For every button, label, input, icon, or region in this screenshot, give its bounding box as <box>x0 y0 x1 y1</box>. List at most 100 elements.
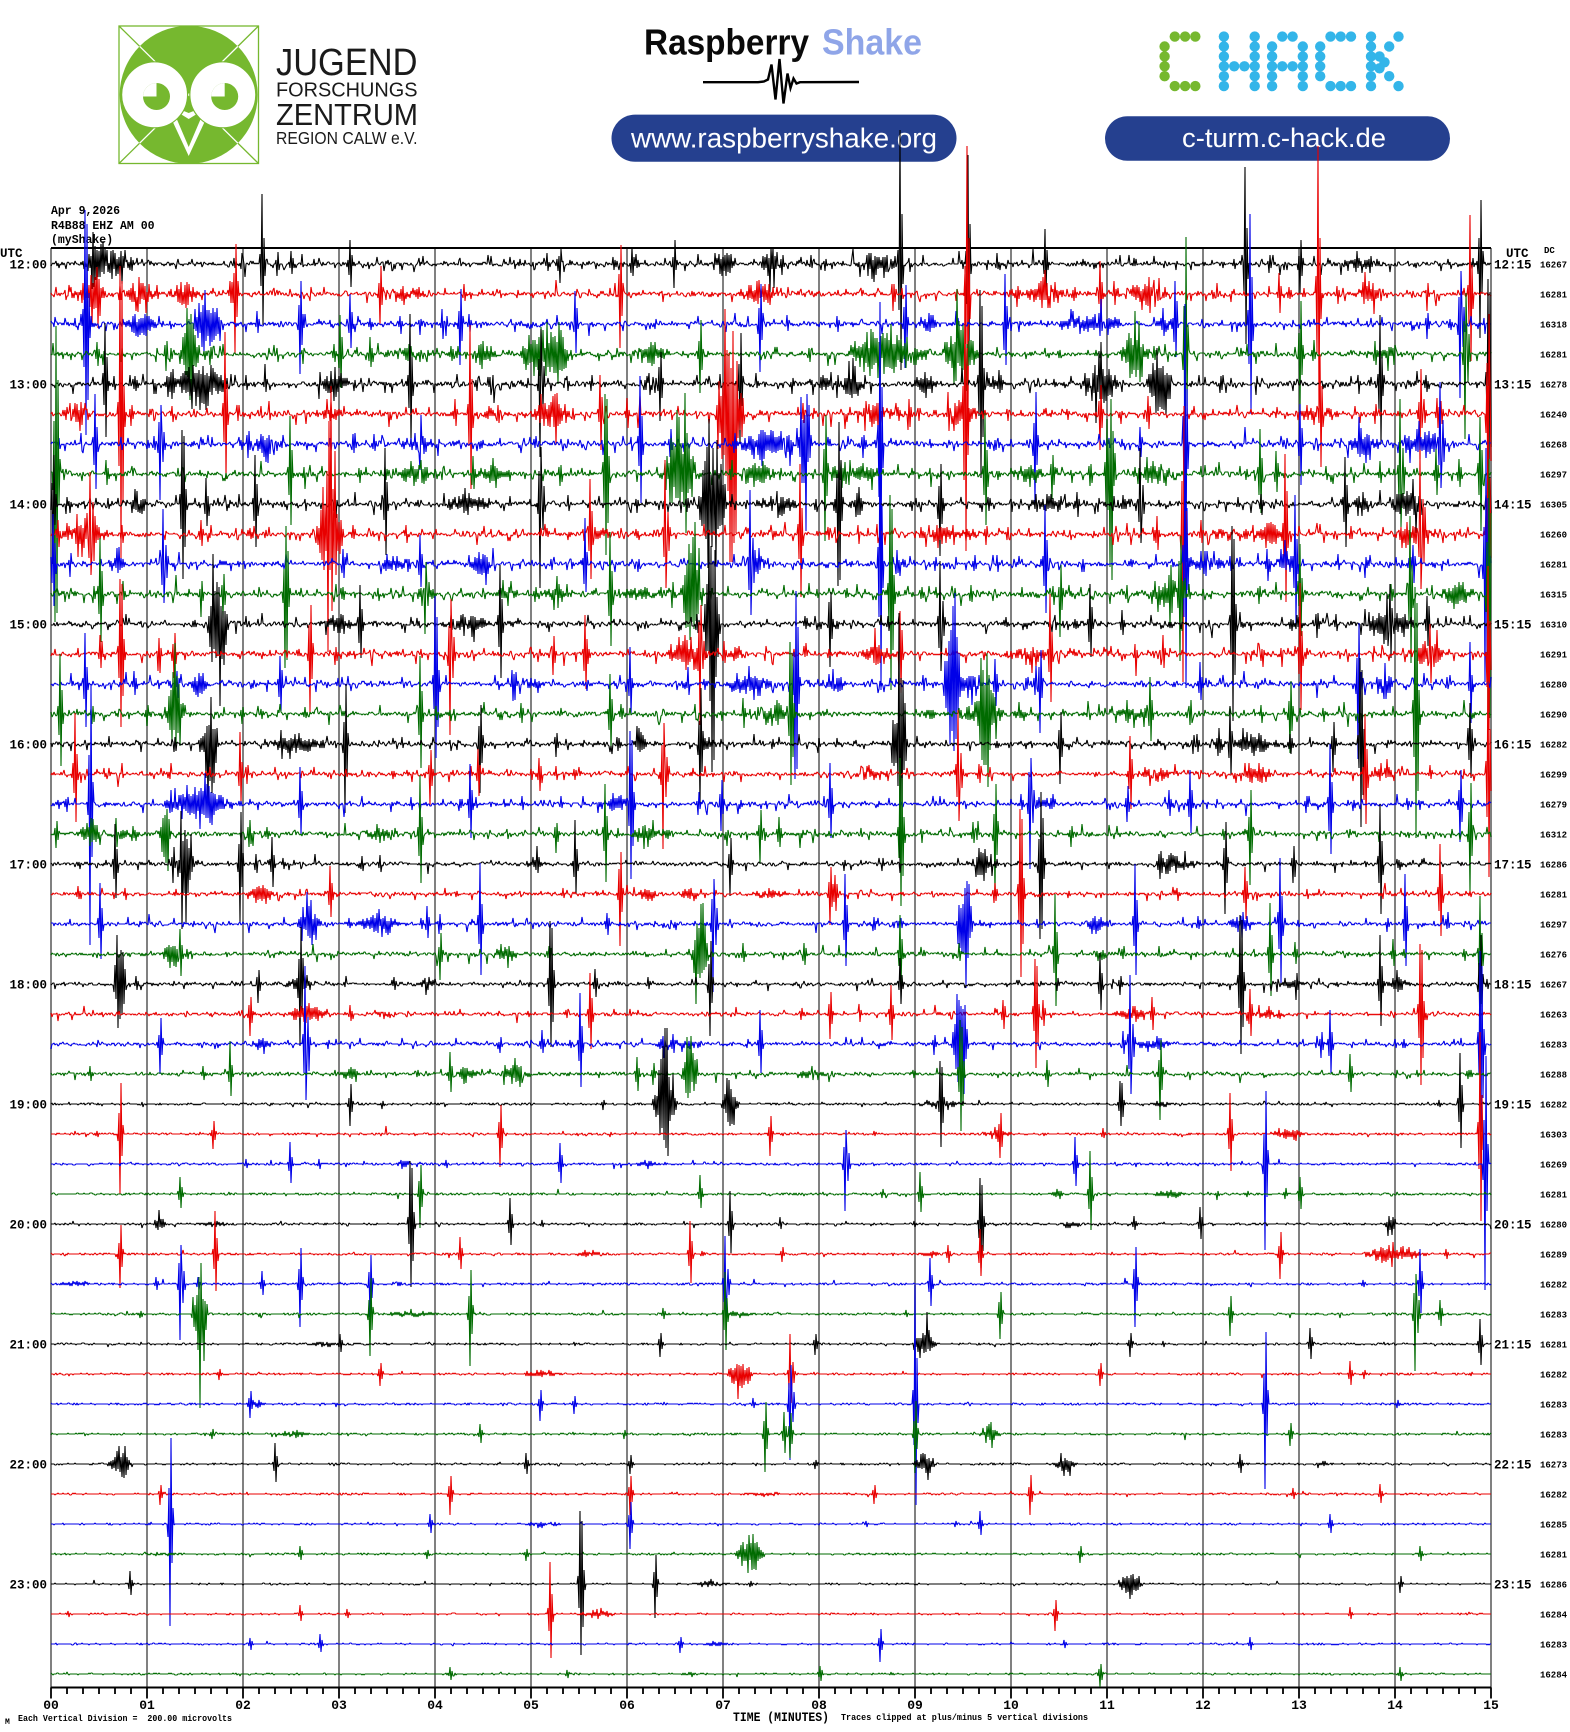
svg-text:16312: 16312 <box>1540 831 1567 841</box>
svg-text:21:15: 21:15 <box>1494 1339 1532 1353</box>
svg-text:Raspberry: Raspberry <box>644 22 810 63</box>
svg-text:Each Vertical Division = 200.: Each Vertical Division = 200.00 microvol… <box>18 1713 232 1724</box>
svg-text:12: 12 <box>1195 1698 1211 1713</box>
svg-text:02: 02 <box>235 1698 251 1713</box>
svg-text:16284: 16284 <box>1540 1671 1568 1681</box>
svg-text:16281: 16281 <box>1540 351 1568 361</box>
svg-text:13:00: 13:00 <box>9 379 47 393</box>
svg-text:23:00: 23:00 <box>9 1579 47 1593</box>
svg-text:16289: 16289 <box>1540 1251 1567 1261</box>
svg-text:R4B88 EHZ AM 00: R4B88 EHZ AM 00 <box>51 220 155 233</box>
svg-text:00: 00 <box>43 1698 59 1713</box>
svg-text:DC: DC <box>1544 246 1555 256</box>
svg-text:16282: 16282 <box>1540 1371 1567 1381</box>
svg-text:16281: 16281 <box>1540 561 1568 571</box>
svg-text:UTC: UTC <box>1506 247 1529 261</box>
svg-text:16310: 16310 <box>1540 621 1567 631</box>
svg-text:07: 07 <box>715 1698 731 1713</box>
svg-text:16263: 16263 <box>1540 1011 1567 1021</box>
svg-text:16305: 16305 <box>1540 501 1567 511</box>
svg-text:ZENTRUM: ZENTRUM <box>276 98 418 132</box>
svg-text:20:15: 20:15 <box>1494 1219 1532 1233</box>
svg-text:16286: 16286 <box>1540 861 1567 871</box>
svg-text:15:15: 15:15 <box>1494 619 1532 633</box>
svg-text:16281: 16281 <box>1540 291 1568 301</box>
svg-text:16:15: 16:15 <box>1494 739 1532 753</box>
svg-text:03: 03 <box>331 1698 347 1713</box>
svg-text:15: 15 <box>1483 1698 1499 1713</box>
svg-text:16297: 16297 <box>1540 471 1567 481</box>
svg-text:Shake: Shake <box>822 22 922 63</box>
svg-text:15:00: 15:00 <box>9 619 47 633</box>
svg-text:19:15: 19:15 <box>1494 1099 1532 1113</box>
svg-text:16284: 16284 <box>1540 1611 1568 1621</box>
svg-text:16267: 16267 <box>1540 261 1567 271</box>
svg-text:14:15: 14:15 <box>1494 499 1532 513</box>
svg-text:16282: 16282 <box>1540 1101 1567 1111</box>
svg-text:14: 14 <box>1387 1698 1403 1713</box>
svg-text:16273: 16273 <box>1540 1461 1567 1471</box>
svg-text:FORSCHUNGS: FORSCHUNGS <box>276 79 418 102</box>
svg-text:16283: 16283 <box>1540 1431 1567 1441</box>
svg-text:06: 06 <box>619 1698 635 1713</box>
svg-text:16283: 16283 <box>1540 1641 1567 1651</box>
svg-text:(myShake): (myShake) <box>51 234 113 247</box>
svg-text:22:15: 22:15 <box>1494 1459 1532 1473</box>
svg-text:04: 04 <box>427 1698 443 1713</box>
svg-text:16297: 16297 <box>1540 921 1567 931</box>
svg-text:16299: 16299 <box>1540 771 1567 781</box>
svg-text:UTC: UTC <box>0 247 23 261</box>
svg-text:16318: 16318 <box>1540 321 1567 331</box>
svg-text:16260: 16260 <box>1540 531 1567 541</box>
svg-text:16281: 16281 <box>1540 1341 1568 1351</box>
svg-text:17:00: 17:00 <box>9 859 47 873</box>
svg-text:16240: 16240 <box>1540 411 1567 421</box>
svg-text:16280: 16280 <box>1540 681 1567 691</box>
svg-text:05: 05 <box>523 1698 539 1713</box>
svg-text:TIME (MINUTES): TIME (MINUTES) <box>733 1710 829 1725</box>
svg-text:16280: 16280 <box>1540 1221 1567 1231</box>
svg-text:16281: 16281 <box>1540 1191 1568 1201</box>
svg-text:21:00: 21:00 <box>9 1339 47 1353</box>
svg-text:19:00: 19:00 <box>9 1099 47 1113</box>
svg-text:14:00: 14:00 <box>9 499 47 513</box>
svg-text:16276: 16276 <box>1540 951 1567 961</box>
svg-text:16278: 16278 <box>1540 381 1567 391</box>
svg-text:16282: 16282 <box>1540 1281 1567 1291</box>
svg-text:M: M <box>5 1718 10 1727</box>
svg-text:16283: 16283 <box>1540 1311 1567 1321</box>
svg-text:16281: 16281 <box>1540 891 1568 901</box>
svg-text:16283: 16283 <box>1540 1041 1567 1051</box>
svg-text:12:00: 12:00 <box>9 259 47 273</box>
svg-text:16269: 16269 <box>1540 1161 1567 1171</box>
svg-text:16303: 16303 <box>1540 1131 1567 1141</box>
svg-text:16279: 16279 <box>1540 801 1567 811</box>
svg-text:16282: 16282 <box>1540 741 1567 751</box>
svg-text:JUGEND: JUGEND <box>276 42 418 84</box>
svg-text:16288: 16288 <box>1540 1071 1567 1081</box>
svg-text:13:15: 13:15 <box>1494 379 1532 393</box>
svg-text:12:15: 12:15 <box>1494 259 1532 273</box>
svg-text:16268: 16268 <box>1540 441 1567 451</box>
svg-text:11: 11 <box>1099 1698 1115 1713</box>
svg-text:www.raspberryshake.org: www.raspberryshake.org <box>630 123 937 154</box>
svg-text:16291: 16291 <box>1540 651 1568 661</box>
svg-text:16281: 16281 <box>1540 1551 1568 1561</box>
svg-text:09: 09 <box>907 1698 923 1713</box>
svg-text:17:15: 17:15 <box>1494 859 1532 873</box>
svg-text:16286: 16286 <box>1540 1581 1567 1591</box>
svg-text:23:15: 23:15 <box>1494 1579 1532 1593</box>
svg-text:01: 01 <box>139 1698 155 1713</box>
svg-text:16290: 16290 <box>1540 711 1567 721</box>
svg-text:16267: 16267 <box>1540 981 1567 991</box>
svg-text:16282: 16282 <box>1540 1491 1567 1501</box>
svg-text:08: 08 <box>811 1698 827 1713</box>
svg-text:Traces clipped at plus/minus 5: Traces clipped at plus/minus 5 vertical … <box>841 1712 1088 1723</box>
svg-text:16315: 16315 <box>1540 591 1567 601</box>
svg-text:18:15: 18:15 <box>1494 979 1532 993</box>
svg-text:20:00: 20:00 <box>9 1219 47 1233</box>
svg-text:10: 10 <box>1003 1698 1019 1713</box>
svg-text:16285: 16285 <box>1540 1521 1567 1531</box>
svg-text:16:00: 16:00 <box>9 739 47 753</box>
svg-text:16283: 16283 <box>1540 1401 1567 1411</box>
